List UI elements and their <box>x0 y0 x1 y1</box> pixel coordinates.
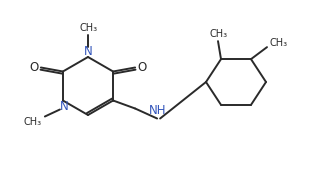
Text: N: N <box>84 44 92 57</box>
Text: O: O <box>29 61 39 74</box>
Text: CH₃: CH₃ <box>24 116 42 126</box>
Text: CH₃: CH₃ <box>80 23 98 33</box>
Text: CH₃: CH₃ <box>270 38 288 48</box>
Text: CH₃: CH₃ <box>210 29 228 39</box>
Text: NH: NH <box>149 104 167 117</box>
Text: N: N <box>60 100 68 113</box>
Text: O: O <box>137 61 147 74</box>
